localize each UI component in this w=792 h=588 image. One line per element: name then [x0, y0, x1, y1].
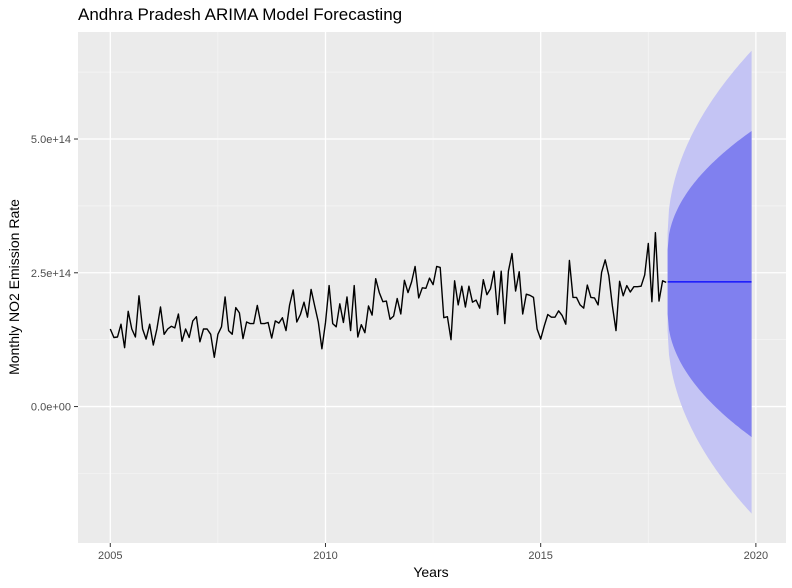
- y-axis-title: Monthly NO2 Emission Rate: [6, 199, 22, 375]
- chart-title: Andhra Pradesh ARIMA Model Forecasting: [78, 5, 402, 24]
- y-axis: 0.0e+00 2.5e+14 5.0e+14: [31, 134, 78, 414]
- minor-gridlines: [78, 32, 786, 543]
- observed-series-line: [109, 232, 667, 358]
- x-tick-label: 2010: [313, 550, 337, 562]
- x-axis-title: Years: [413, 564, 448, 580]
- x-axis: 2005 2010 2015 2020: [98, 543, 768, 562]
- x-tick-label: 2015: [528, 550, 552, 562]
- x-tick-label: 2020: [744, 550, 768, 562]
- forecast-80-interval: [667, 131, 752, 438]
- y-tick-label: 5.0e+14: [31, 134, 71, 146]
- y-tick-label: 2.5e+14: [31, 268, 71, 280]
- major-gridlines: [78, 32, 786, 543]
- x-tick-label: 2005: [98, 550, 122, 562]
- y-tick-label: 0.0e+00: [31, 402, 71, 414]
